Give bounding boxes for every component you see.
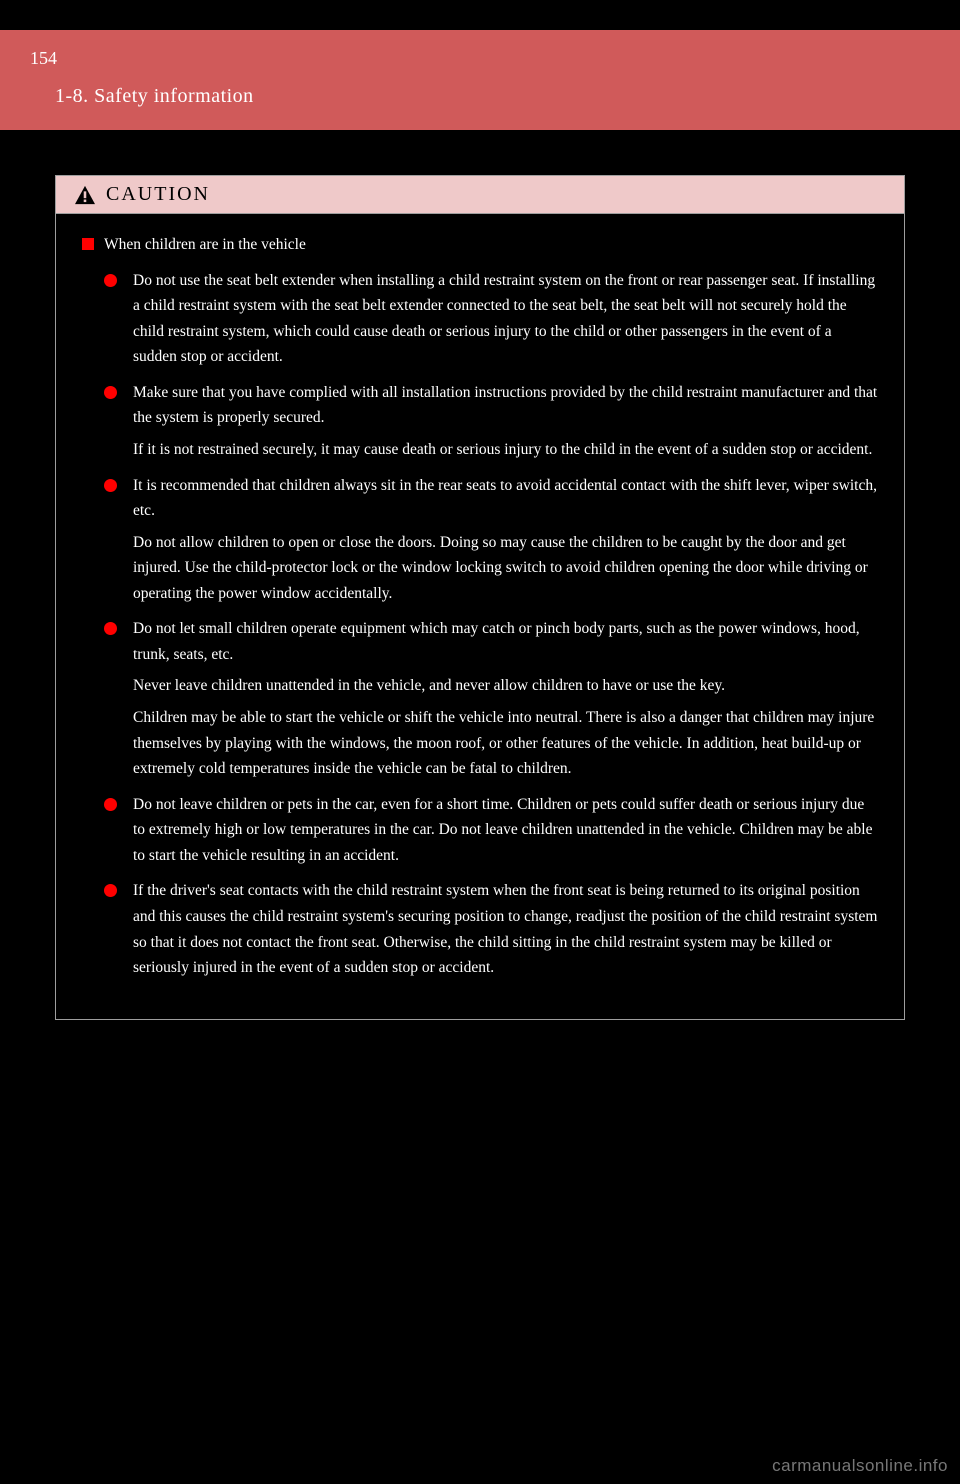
caution-bullet-item: Do not use the seat belt extender when i…: [104, 268, 878, 370]
bullet-text: It is recommended that children always s…: [133, 473, 878, 607]
caution-bullet-item: Do not leave children or pets in the car…: [104, 792, 878, 869]
red-dot-icon: [104, 386, 117, 399]
caution-bullet-item: It is recommended that children always s…: [104, 473, 878, 607]
bullet-paragraph: Children may be able to start the vehicl…: [133, 705, 878, 782]
bullet-paragraph: If it is not restrained securely, it may…: [133, 437, 878, 463]
red-dot-icon: [104, 884, 117, 897]
bullet-text: Do not use the seat belt extender when i…: [133, 268, 878, 370]
red-dot-icon: [104, 479, 117, 492]
bullet-text: Do not leave children or pets in the car…: [133, 792, 878, 869]
page-header-band: 154 1-8. Safety information: [0, 30, 960, 130]
warning-triangle-icon: [74, 185, 96, 205]
red-dot-icon: [104, 274, 117, 287]
bullet-paragraph: Do not let small children operate equipm…: [133, 616, 878, 667]
red-dot-icon: [104, 622, 117, 635]
caution-section-row: When children are in the vehicle: [82, 232, 878, 258]
caution-section-heading: When children are in the vehicle: [104, 232, 306, 258]
bullet-text: Make sure that you have complied with al…: [133, 380, 878, 463]
caution-bullet-item: If the driver's seat contacts with the c…: [104, 878, 878, 980]
bullet-paragraph: Do not allow children to open or close t…: [133, 530, 878, 607]
caution-bullet-list: Do not use the seat belt extender when i…: [82, 268, 878, 981]
caution-content: When children are in the vehicle Do not …: [56, 214, 904, 1019]
bullet-paragraph: It is recommended that children always s…: [133, 473, 878, 524]
page-number: 154: [30, 48, 57, 69]
bullet-paragraph: Do not use the seat belt extender when i…: [133, 268, 878, 370]
page-body: CAUTION When children are in the vehicle…: [0, 130, 960, 1020]
caution-header: CAUTION: [56, 176, 904, 214]
caution-bullet-item: Do not let small children operate equipm…: [104, 616, 878, 781]
watermark-text: carmanualsonline.info: [772, 1456, 948, 1476]
caution-bullet-item: Make sure that you have complied with al…: [104, 380, 878, 463]
red-square-bullet-icon: [82, 238, 94, 250]
bullet-paragraph: Make sure that you have complied with al…: [133, 380, 878, 431]
section-title: 1-8. Safety information: [55, 85, 254, 108]
caution-label: CAUTION: [106, 183, 210, 206]
bullet-paragraph: If the driver's seat contacts with the c…: [133, 878, 878, 980]
bullet-paragraph: Never leave children unattended in the v…: [133, 673, 878, 699]
red-dot-icon: [104, 798, 117, 811]
bullet-paragraph: Do not leave children or pets in the car…: [133, 792, 878, 869]
top-margin-bar: [0, 0, 960, 30]
caution-box: CAUTION When children are in the vehicle…: [55, 175, 905, 1020]
bullet-text: Do not let small children operate equipm…: [133, 616, 878, 781]
bullet-text: If the driver's seat contacts with the c…: [133, 878, 878, 980]
